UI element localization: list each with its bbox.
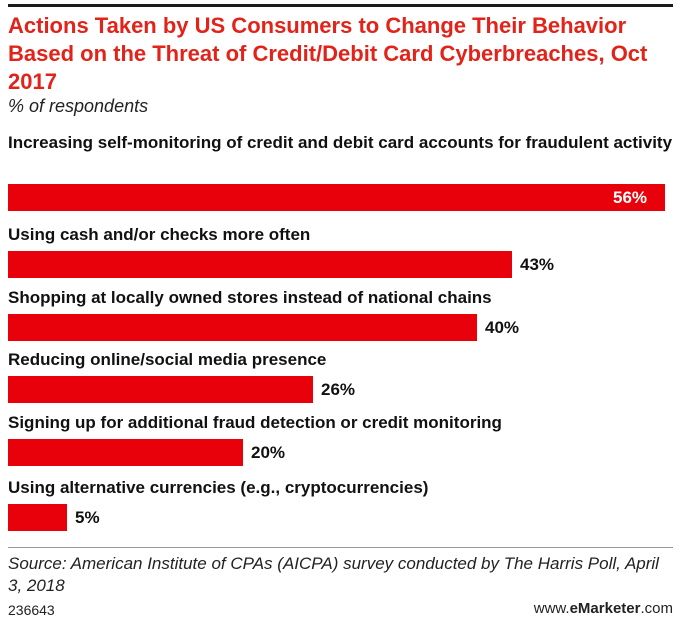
category-label: Using cash and/or checks more often [8,225,311,244]
category-label: Reducing online/social media presence [8,350,327,369]
brand-name: eMarketer [569,600,641,617]
source-divider [8,547,673,548]
brand-suffix: .com [640,600,673,617]
bar [8,314,477,341]
chart-title: Actions Taken by US Consumers to Change … [8,13,648,94]
bar [8,504,67,531]
value-label: 43% [520,255,555,274]
value-label: 5% [75,508,100,527]
value-label: 56% [613,188,648,207]
value-label: 40% [485,318,520,337]
category-label: Increasing self-monitoring of credit and… [8,133,673,152]
bar [8,439,243,466]
category-label: Shopping at locally owned stores instead… [8,288,492,307]
value-label: 20% [251,443,286,462]
bar [8,376,313,403]
bar-chart: Increasing self-monitoring of credit and… [8,132,673,532]
category-label: Signing up for additional fraud detectio… [8,413,502,432]
top-rule [8,4,673,7]
value-label: 26% [321,380,356,399]
source-note: Source: American Institute of CPAs (AICP… [8,554,659,595]
bar [8,251,512,278]
category-label: Using alternative currencies (e.g., cryp… [8,478,429,497]
chart-subtitle: % of respondents [8,96,149,116]
chart-id: 236643 [8,602,55,618]
bar [8,184,665,211]
brand-link[interactable]: www.eMarketer.com [534,600,673,617]
brand-prefix: www. [533,600,570,617]
